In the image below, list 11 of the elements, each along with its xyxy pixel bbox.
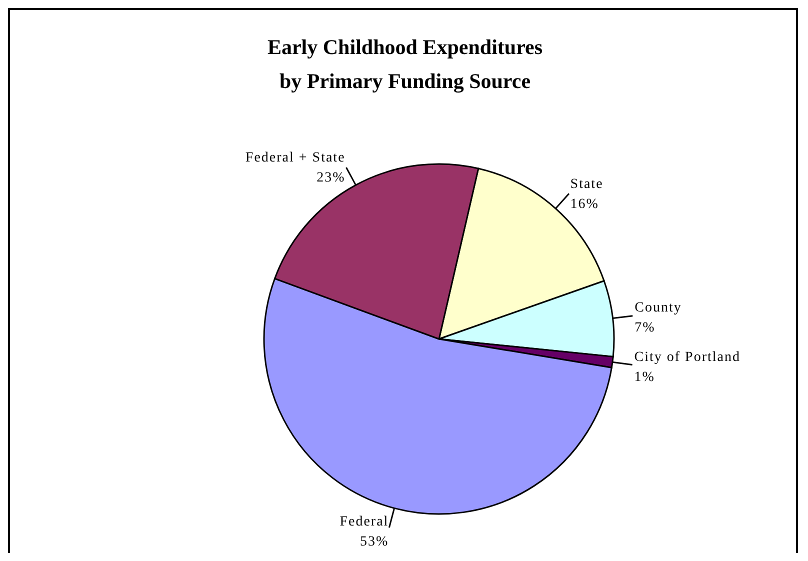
data-label: 16% xyxy=(570,197,599,212)
data-label: 7% xyxy=(634,320,656,336)
slice-label: City of Portland xyxy=(634,350,741,366)
data-label: 1% xyxy=(634,370,655,386)
slice-label: Federal xyxy=(340,514,389,530)
slice-label: State xyxy=(570,177,604,192)
slice-label: County xyxy=(634,300,682,316)
data-label: 53% xyxy=(360,534,389,550)
slice-label: Federal + State xyxy=(245,150,346,166)
data-label: 23% xyxy=(316,170,346,186)
chart-title: Early Childhood Expenditures by Primary Funding Source xyxy=(266,34,544,95)
